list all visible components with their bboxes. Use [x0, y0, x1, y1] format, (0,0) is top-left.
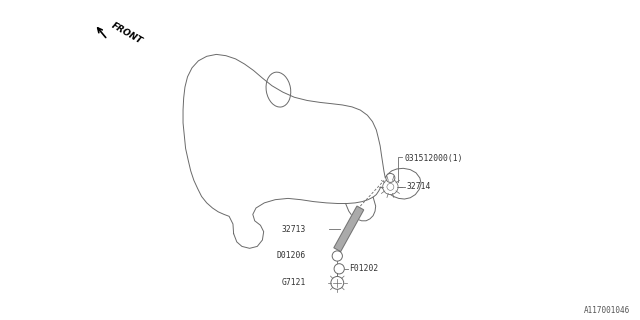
- Circle shape: [332, 251, 342, 261]
- Circle shape: [387, 183, 394, 190]
- Circle shape: [383, 179, 398, 195]
- Circle shape: [331, 276, 344, 289]
- Text: 32714: 32714: [406, 182, 431, 191]
- Text: F01202: F01202: [349, 264, 378, 273]
- Text: D01206: D01206: [276, 252, 306, 260]
- Circle shape: [386, 173, 395, 182]
- Circle shape: [334, 264, 344, 274]
- Text: 031512000(1): 031512000(1): [404, 154, 463, 163]
- Text: G7121: G7121: [282, 278, 306, 287]
- Text: FRONT: FRONT: [110, 21, 144, 46]
- Text: A117001046: A117001046: [584, 306, 630, 315]
- Polygon shape: [334, 206, 364, 252]
- Text: 32713: 32713: [282, 225, 306, 234]
